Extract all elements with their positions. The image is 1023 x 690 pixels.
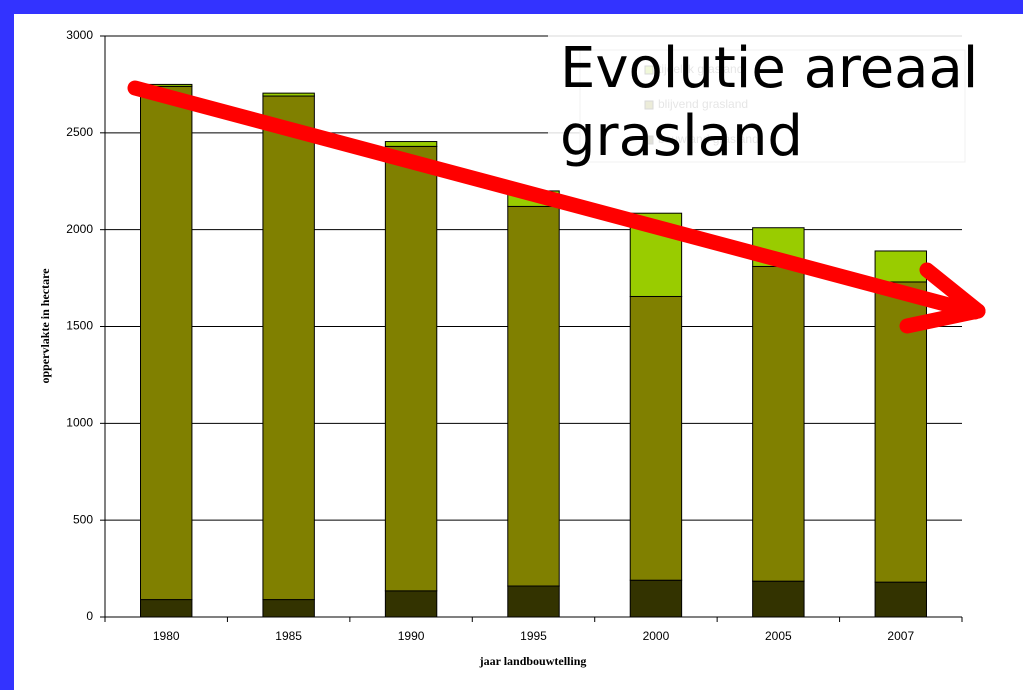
y-tick-label: 1500 xyxy=(66,319,93,333)
bar-segment xyxy=(752,265,805,582)
x-tick-label: 2007 xyxy=(887,629,914,643)
x-tick-label: 1995 xyxy=(520,629,547,643)
trend-arrow xyxy=(127,80,986,334)
bar-segment xyxy=(874,581,927,618)
bar-segment xyxy=(752,580,805,618)
bar-segment xyxy=(262,92,315,97)
y-tick-label: 0 xyxy=(86,609,93,623)
arrow-shaft xyxy=(127,80,983,320)
bar-segment xyxy=(507,205,560,587)
bar-segment xyxy=(140,85,193,601)
bar-segment xyxy=(629,579,683,618)
x-axis-title: jaar landbouwtelling xyxy=(479,654,587,668)
y-tick-label: 2500 xyxy=(66,125,93,139)
plot: 0 500 1000 1500 2000 2500 3000 1980 1985 1990 1995… xyxy=(66,28,963,643)
y-tick-label: 2000 xyxy=(66,222,93,236)
x-tick-label: 2005 xyxy=(765,629,792,643)
bar-segment xyxy=(874,250,927,283)
x-tick-label: 1980 xyxy=(153,629,180,643)
bar-segment xyxy=(262,95,315,601)
x-tick-label: 2000 xyxy=(643,629,670,643)
title-background xyxy=(548,30,1013,185)
arrow-head xyxy=(919,262,986,319)
bar-segment xyxy=(384,145,438,592)
bar-segment xyxy=(140,599,193,618)
bar-segment xyxy=(262,599,315,618)
x-tick-label: 1985 xyxy=(275,629,302,643)
bar-segment xyxy=(629,295,683,581)
bar-segment xyxy=(507,585,560,618)
y-tick-label: 500 xyxy=(73,512,93,526)
y-axis-title: oppervlakte in hectare xyxy=(38,268,52,384)
y-tick-label: 1000 xyxy=(66,416,93,430)
y-tick-label: 3000 xyxy=(66,28,93,42)
bar-segment xyxy=(384,141,438,147)
arrow-head xyxy=(899,303,986,334)
chart-title-line: grasland xyxy=(560,104,803,169)
chart-title-line: Evolutie areaal xyxy=(560,36,978,101)
bar-segment xyxy=(384,590,438,618)
x-tick-label: 1990 xyxy=(398,629,425,643)
